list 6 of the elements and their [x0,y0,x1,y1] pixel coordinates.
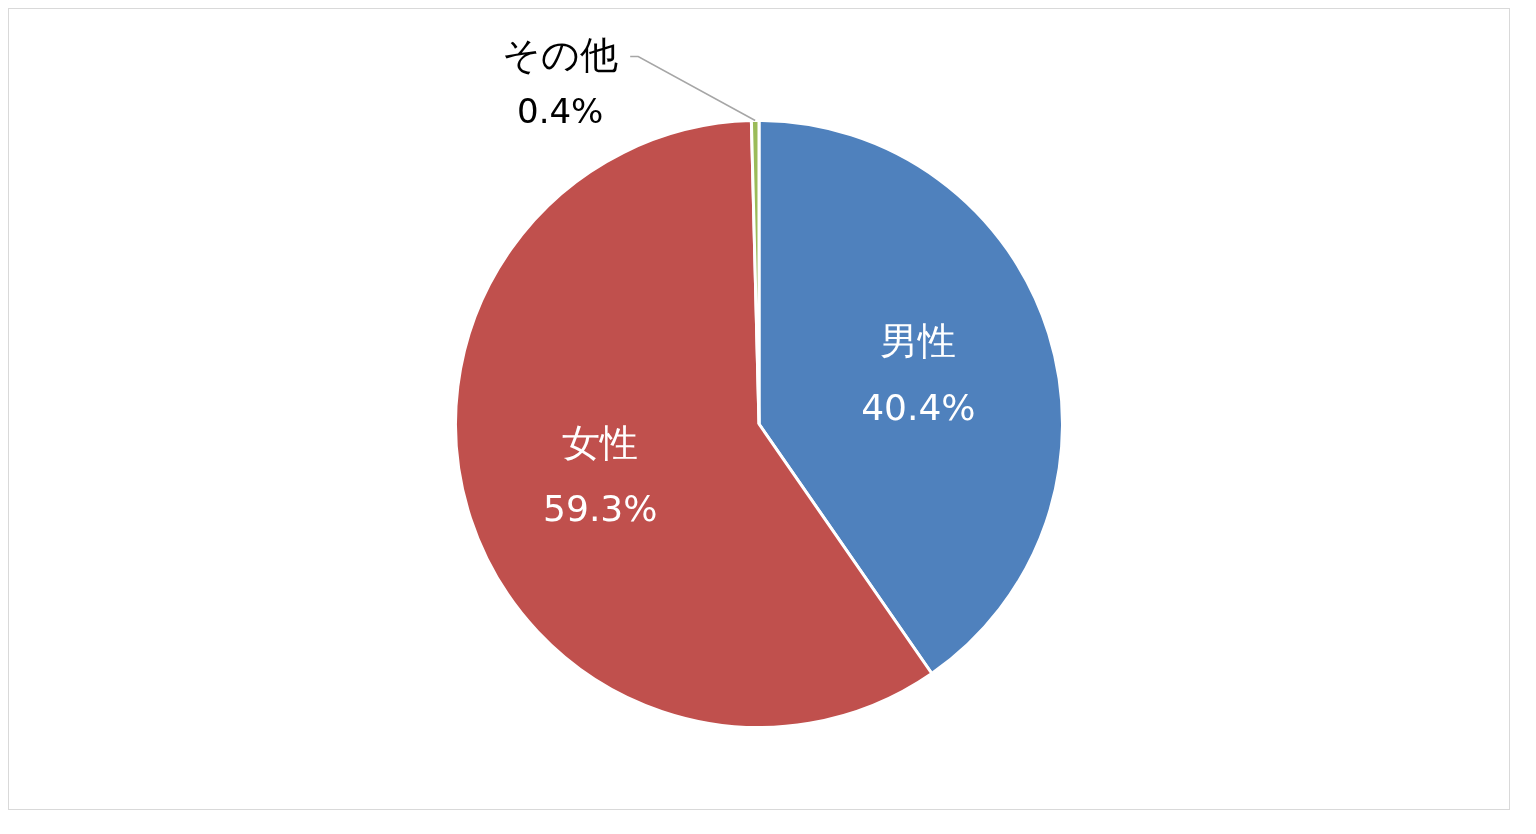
data-label: 40.4% [861,386,976,428]
slice-label: その他 [502,33,619,78]
data-label: 59.3% [543,488,658,530]
slice-label: 男性 [880,319,957,364]
data-label: 0.4% [516,91,604,132]
slice-label: 女性 [562,420,639,465]
